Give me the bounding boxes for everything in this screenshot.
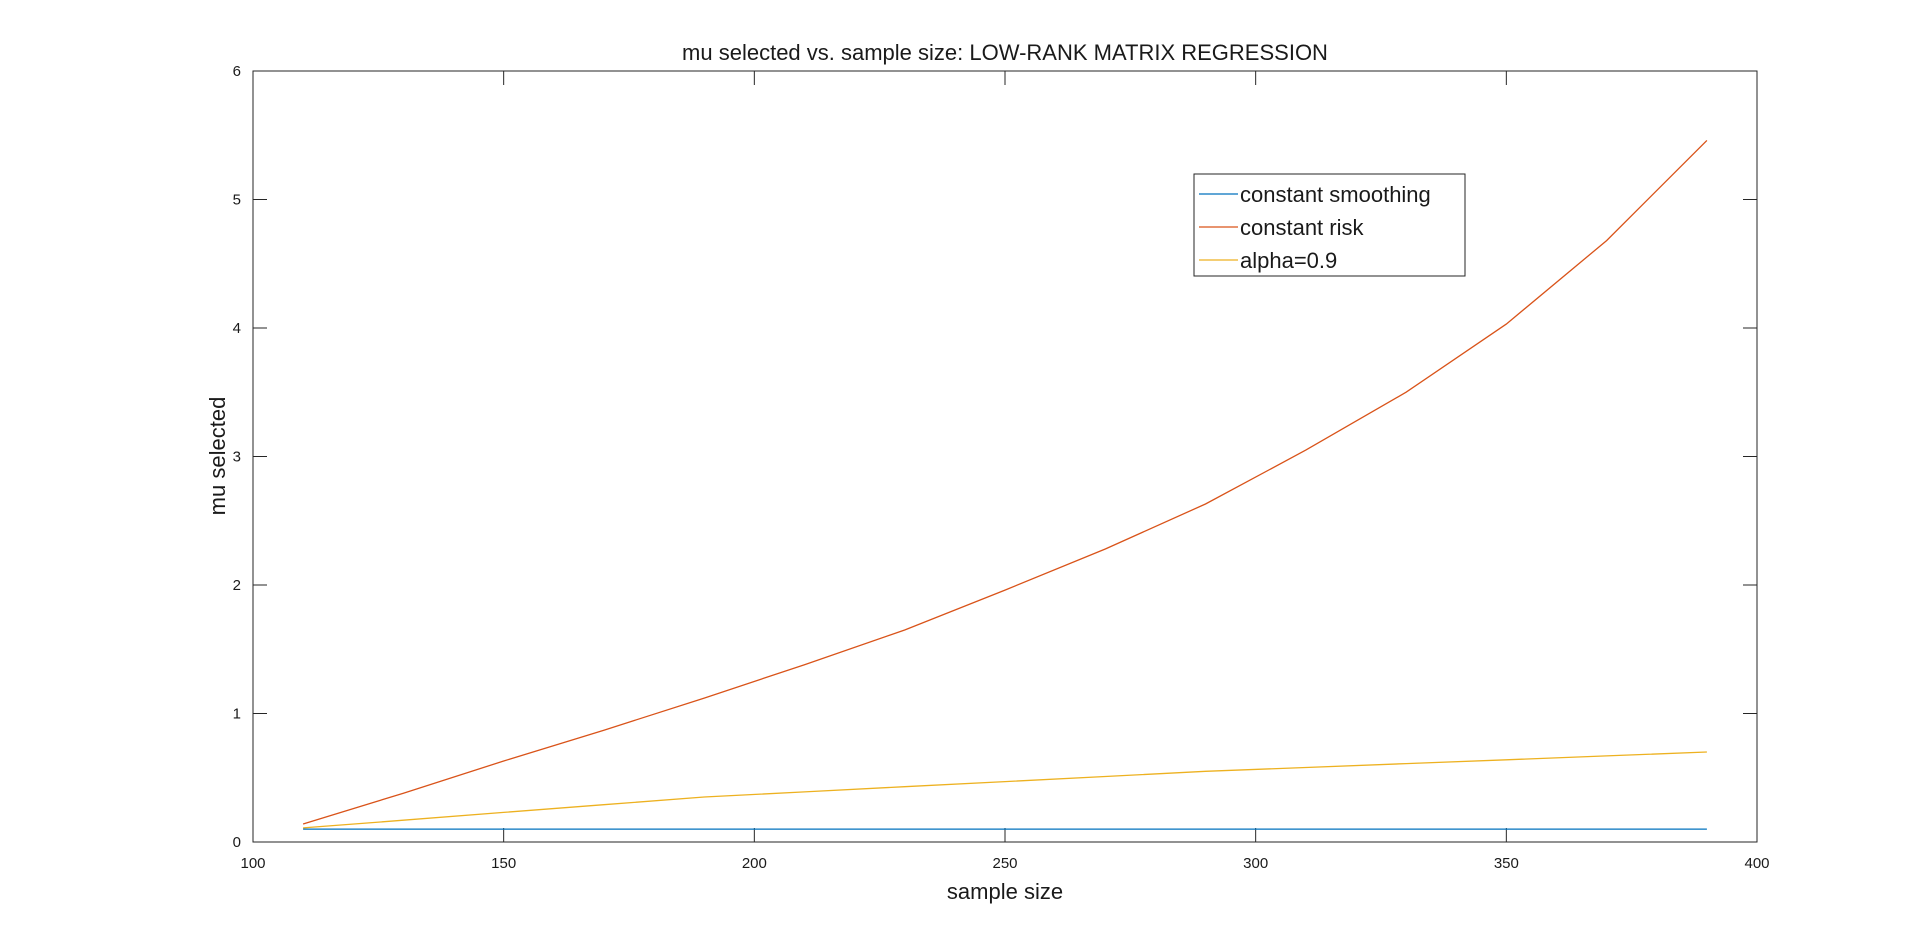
legend-label-2: constant risk [1240,215,1364,240]
series-line-3 [303,751,1707,829]
legend-box [1193,173,1466,277]
x-tick-label: 100 [240,855,265,872]
x-tick-labels: 100 150 200 250 300 350 400 [240,855,1769,872]
x-axis-label: sample size [947,879,1063,904]
y-tick-label: 6 [233,63,241,80]
y-tick-label: 4 [233,320,241,337]
plot-area [252,70,1758,843]
series-line-2 [302,139,1708,825]
x-tick-label: 250 [992,855,1017,872]
x-tick-label: 150 [491,855,516,872]
chart-title: mu selected vs. sample size: LOW-RANK MA… [682,40,1328,65]
axis-ticks [252,70,1758,843]
series-lines [302,139,1708,830]
legend-label-3: alpha=0.9 [1240,248,1337,273]
y-tick-label: 1 [233,706,241,723]
x-tick-label: 300 [1243,855,1268,872]
y-axis-label: mu selected [205,397,230,516]
x-tick-label: 400 [1744,855,1769,872]
y-tick-label: 2 [233,577,241,594]
y-tick-labels: 0 1 2 3 4 5 6 [233,63,241,851]
legend: constant smoothing constant risk alpha=0.9 [1193,173,1466,277]
y-tick-label: 3 [233,449,241,466]
x-tick-label: 200 [742,855,767,872]
y-tick-label: 0 [233,834,241,851]
legend-label-1: constant smoothing [1240,182,1431,207]
x-tick-label: 350 [1494,855,1519,872]
y-tick-label: 5 [233,192,241,209]
